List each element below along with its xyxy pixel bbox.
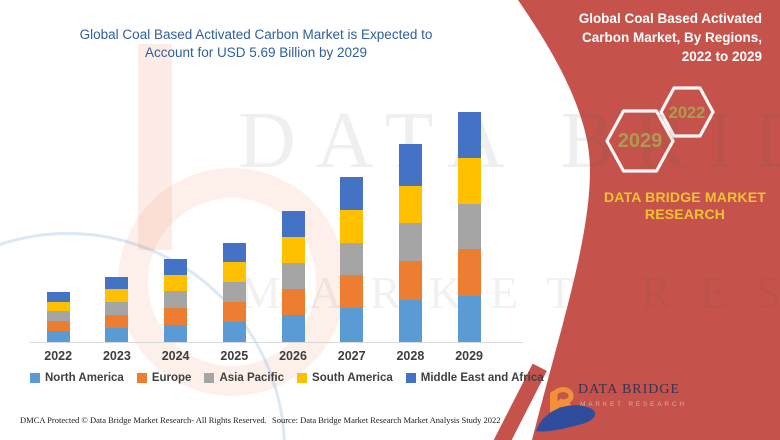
- bar-segment-middle-east-and-africa: [46, 291, 70, 302]
- brand-name: DATA BRIDGE MARKET RESEARCH: [590, 189, 780, 223]
- red-panel-shape: [518, 0, 780, 440]
- panel-heading-line: 2022 to 2029: [681, 49, 762, 64]
- bar-2028: [398, 143, 422, 342]
- bar-segment-south-america: [340, 210, 364, 243]
- x-axis-label-2029: 2029: [455, 349, 483, 363]
- bar-segment-europe: [457, 248, 481, 296]
- x-axis-label-2023: 2023: [102, 349, 131, 363]
- legend-item-asia-pacific: Asia Pacific: [204, 372, 284, 384]
- bar-segment-south-america: [164, 275, 188, 292]
- bar-2026: [281, 211, 305, 342]
- chart-title-line: Global Coal Based Activated Carbon Marke…: [79, 27, 433, 42]
- legend-label: Europe: [151, 372, 192, 384]
- bar-2022: [46, 291, 70, 342]
- logo-wordmark: DATA BRIDGE: [578, 382, 681, 397]
- bar-segment-north-america: [340, 308, 364, 342]
- bar-segment-europe: [46, 320, 70, 332]
- bar-segment-middle-east-and-africa: [340, 177, 364, 211]
- databridge-logo-icon: [536, 387, 596, 432]
- x-axis-label-2022: 2022: [44, 349, 73, 363]
- legend-item-europe: Europe: [136, 372, 192, 384]
- bar-segment-asia-pacific: [46, 311, 70, 321]
- bar-segment-europe: [340, 275, 364, 309]
- hexagon-year-2029: 2029: [617, 130, 663, 152]
- watermark-logo-stem: [138, 44, 172, 250]
- x-axis-label-2025: 2025: [220, 349, 249, 363]
- bar-segment-asia-pacific: [222, 281, 246, 302]
- bar-segment-south-america: [105, 289, 129, 303]
- bar-segment-north-america: [164, 325, 188, 342]
- bar-segment-north-america: [46, 331, 70, 342]
- legend-label: Middle East and Africa: [420, 372, 544, 384]
- bar-2023: [105, 276, 129, 342]
- x-axis-line: [30, 342, 523, 343]
- bar-segment-europe: [281, 289, 305, 316]
- bar-segment-middle-east-and-africa: [164, 259, 188, 276]
- bar-segment-middle-east-and-africa: [281, 211, 305, 237]
- legend-item-north-america: North America: [30, 372, 124, 384]
- brand-name-line: DATA BRIDGE MARKET: [604, 189, 766, 205]
- brand-name-line: RESEARCH: [644, 206, 726, 222]
- bar-segment-europe: [398, 260, 422, 300]
- legend-swatch-icon: [30, 373, 40, 383]
- bar-2029: [457, 112, 481, 342]
- x-axis-label-2024: 2024: [161, 349, 190, 363]
- legend-item-south-america: South America: [297, 372, 393, 384]
- panel-heading: Global Coal Based Activated Carbon Marke…: [552, 9, 762, 66]
- bar-segment-middle-east-and-africa: [457, 112, 481, 159]
- bar-segment-europe: [164, 308, 188, 325]
- bar-segment-asia-pacific: [398, 223, 422, 261]
- bar-segment-north-america: [281, 315, 305, 342]
- bar-segment-north-america: [457, 295, 481, 342]
- chart-title: Global Coal Based Activated Carbon Marke…: [30, 26, 482, 62]
- bar-2024: [164, 259, 188, 342]
- bar-segment-north-america: [105, 328, 129, 342]
- legend-item-middle-east-and-africa: Middle East and Africa: [405, 372, 544, 384]
- bar-segment-south-america: [281, 236, 305, 263]
- red-accent-stripe: [489, 363, 547, 440]
- hexagon-2022-icon: [659, 86, 715, 138]
- hexagon-2029-icon: [605, 109, 675, 173]
- legend-swatch-icon: [136, 373, 147, 383]
- bar-segment-south-america: [46, 301, 70, 312]
- x-axis-label-2027: 2027: [337, 349, 366, 363]
- bar-segment-asia-pacific: [340, 242, 364, 276]
- legend-label: South America: [312, 372, 393, 384]
- bar-segment-asia-pacific: [105, 302, 129, 316]
- bar-segment-asia-pacific: [457, 203, 481, 249]
- logo-tagline: MARKET RESEARCH: [580, 401, 687, 408]
- bar-2025: [222, 243, 246, 342]
- bar-segment-middle-east-and-africa: [398, 143, 422, 186]
- bar-segment-south-america: [222, 262, 246, 282]
- bar-segment-south-america: [398, 185, 422, 224]
- bar-segment-middle-east-and-africa: [222, 243, 246, 263]
- legend-swatch-icon: [297, 373, 308, 383]
- source-note: Source: Data Bridge Market Research Mark…: [272, 415, 501, 425]
- panel-heading-line: Global Coal Based Activated: [578, 11, 762, 26]
- dmca-notice: DMCA Protected © Data Bridge Market Rese…: [20, 415, 267, 425]
- x-axis-label-2026: 2026: [279, 349, 307, 363]
- bar-segment-north-america: [222, 321, 246, 342]
- bar-segment-north-america: [398, 299, 422, 342]
- legend-label: North America: [45, 372, 124, 384]
- legend-swatch-icon: [204, 373, 215, 383]
- bar-segment-asia-pacific: [164, 291, 188, 309]
- bar-segment-asia-pacific: [281, 262, 305, 290]
- bar-segment-south-america: [457, 158, 481, 204]
- bar-segment-middle-east-and-africa: [105, 276, 129, 290]
- bar-2027: [340, 177, 364, 342]
- chart-legend: North America Europe Asia Pacific South Ame…: [30, 372, 544, 384]
- x-axis-label-2028: 2028: [396, 349, 425, 363]
- panel-heading-line: Carbon Market, By Regions,: [581, 30, 762, 45]
- chart-title-line: Account for USD 5.69 Billion by 2029: [144, 45, 368, 60]
- legend-label: Asia Pacific: [219, 372, 285, 384]
- legend-swatch-icon: [405, 373, 416, 383]
- bar-segment-europe: [105, 315, 129, 329]
- bar-segment-europe: [222, 301, 246, 322]
- hexagon-year-2022: 2022: [668, 104, 706, 122]
